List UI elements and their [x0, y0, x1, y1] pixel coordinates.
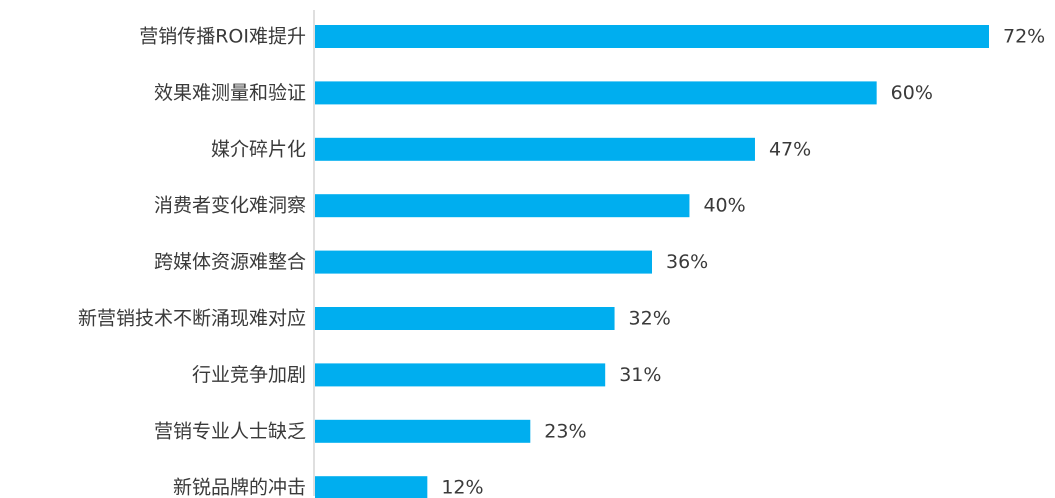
value-label-8: 12%: [441, 477, 483, 498]
value-label-1: 60%: [891, 82, 933, 104]
bar-0: [315, 25, 989, 48]
value-label-6: 31%: [619, 364, 661, 386]
value-label-2: 47%: [769, 138, 811, 160]
bar-5: [315, 307, 615, 330]
category-label-4: 跨媒体资源难整合: [154, 251, 306, 273]
category-labels: 营销传播ROI难提升效果难测量和验证媒介碎片化消费者变化难洞察跨媒体资源难整合新…: [78, 26, 306, 498]
value-labels: 72% 60% 47% 40% 36% 32% 31% 23% 12%: [441, 26, 1045, 498]
bar-7: [315, 419, 531, 443]
category-label-5: 新营销技术不断涌现难对应: [78, 308, 306, 330]
bar-1: [315, 81, 877, 105]
category-label-6: 行业竞争加剧: [192, 364, 306, 386]
value-label-3: 40%: [703, 195, 745, 217]
category-label-0: 营销传播ROI难提升: [139, 26, 306, 48]
value-label-5: 32%: [629, 308, 671, 330]
value-label-7: 23%: [544, 420, 586, 442]
bar-8: [315, 476, 428, 498]
category-label-2: 媒介碎片化: [211, 138, 306, 160]
category-label-7: 营销专业人士缺乏: [154, 420, 306, 442]
bar-4: [315, 250, 652, 274]
bar-6: [315, 363, 606, 387]
value-label-0: 72%: [1003, 26, 1045, 48]
category-label-3: 消费者变化难洞察: [154, 195, 306, 217]
value-label-4: 36%: [666, 251, 708, 273]
bars-layer: [315, 25, 989, 498]
category-label-1: 效果难测量和验证: [154, 82, 306, 104]
bar-2: [315, 137, 755, 161]
category-label-8: 新锐品牌的冲击: [173, 477, 306, 498]
bar-3: [315, 194, 690, 218]
